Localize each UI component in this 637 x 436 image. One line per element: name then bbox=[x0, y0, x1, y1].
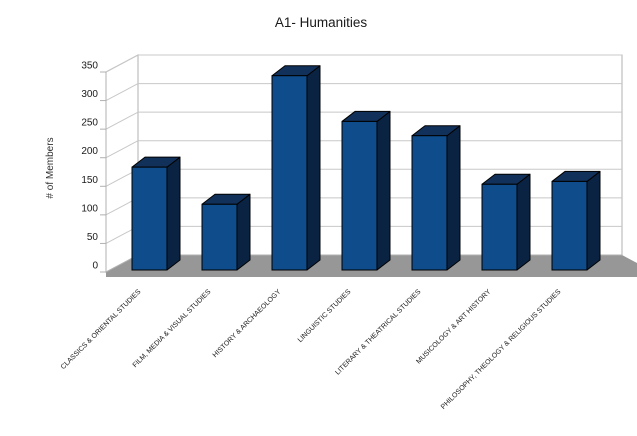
bar-6 bbox=[481, 173, 531, 271]
y-tick-label: 150 bbox=[81, 175, 98, 186]
y-tick-label: 350 bbox=[81, 61, 98, 72]
x-category-label: CLASSICS & ORIENTAL STUDIES bbox=[60, 288, 143, 371]
y-tick-label: 300 bbox=[81, 89, 98, 100]
gridline-wall bbox=[105, 140, 139, 159]
bar-1 bbox=[131, 156, 181, 271]
gridline-wall bbox=[105, 54, 139, 73]
bar-front-face bbox=[201, 203, 238, 271]
bar-3 bbox=[271, 65, 321, 271]
bar-front-face bbox=[271, 75, 308, 271]
y-tick-label: 100 bbox=[81, 203, 98, 214]
x-category-label: HISTORY & ARCHAEOLOGY bbox=[212, 288, 283, 359]
bar-side-face bbox=[236, 193, 251, 271]
y-tick-label: 200 bbox=[81, 146, 98, 157]
bar-front-face bbox=[131, 166, 168, 271]
x-category-label: LINGUISTIC STUDIES bbox=[297, 288, 353, 344]
y-tick-label: 250 bbox=[81, 118, 98, 129]
y-tick-label: 50 bbox=[87, 232, 99, 243]
gridline-wall bbox=[105, 111, 139, 130]
gridline-wall bbox=[105, 83, 139, 102]
bar-side-face bbox=[516, 173, 531, 271]
y-tick-label: 0 bbox=[92, 261, 98, 272]
bar-side-face bbox=[166, 156, 181, 271]
bar-5 bbox=[411, 125, 461, 271]
y-axis-label: # of Members bbox=[45, 137, 56, 198]
chart-title: A1- Humanities bbox=[275, 15, 368, 30]
x-category-label: PHILOSOPHY, THEOLOGY & RELIGIOUS STUDIES bbox=[440, 288, 563, 411]
bar-side-face bbox=[306, 65, 321, 271]
x-category-label: FILM, MEDIA & VISUAL STUDIES bbox=[132, 288, 213, 369]
bar-front-face bbox=[341, 120, 378, 271]
bar-side-face bbox=[376, 110, 391, 271]
y-axis-line-and-ticks bbox=[100, 71, 107, 273]
y-axis-tick-labels: 0 50 100 150 200 250 300 350 bbox=[81, 61, 98, 272]
bar-2 bbox=[201, 193, 251, 271]
bar-front-face bbox=[551, 180, 588, 271]
bar-front-face bbox=[481, 183, 518, 271]
bar-7 bbox=[551, 170, 601, 271]
bar-4 bbox=[341, 110, 391, 271]
bars bbox=[131, 65, 601, 271]
bar-side-face bbox=[446, 125, 461, 271]
x-category-label: LITERARY & THEATRICAL STUDIES bbox=[334, 288, 422, 376]
bar-side-face bbox=[586, 170, 601, 271]
x-category-label: MUSICOLOGY & ART HISTORY bbox=[415, 288, 492, 365]
bar-front-face bbox=[411, 135, 448, 271]
